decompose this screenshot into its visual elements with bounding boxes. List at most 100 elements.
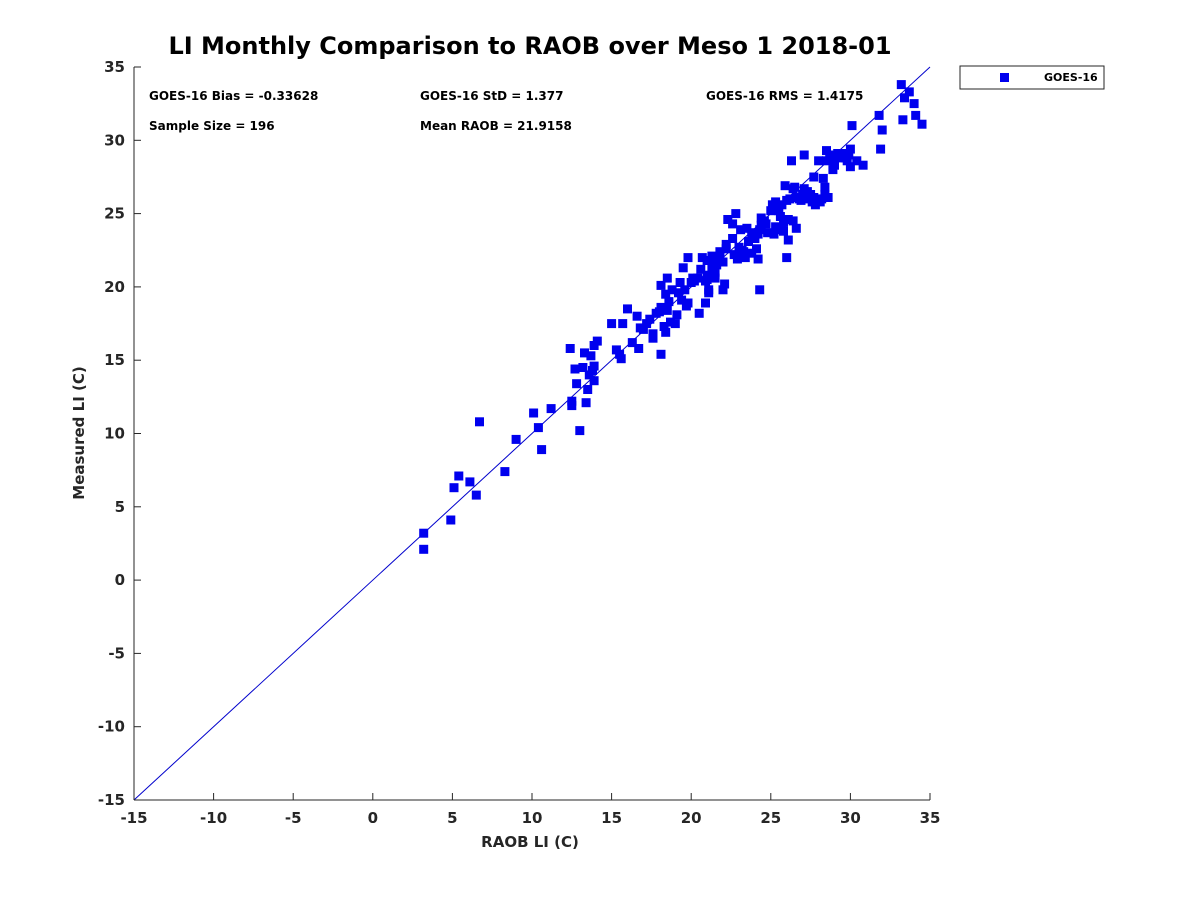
data-point (785, 194, 795, 204)
data-point (645, 314, 655, 324)
data-point (747, 248, 757, 258)
data-point (779, 226, 788, 236)
data-point (589, 376, 599, 386)
data-point (904, 87, 914, 97)
data-point (683, 298, 693, 308)
data-point (874, 110, 884, 120)
data-point (454, 471, 464, 481)
data-point (694, 308, 704, 318)
data-point (662, 305, 672, 315)
data-point (845, 144, 855, 154)
data-point (723, 215, 733, 224)
data-point (471, 490, 481, 500)
data-point (814, 156, 824, 166)
data-point (572, 379, 582, 389)
data-point (678, 263, 688, 273)
y-tick-label: 0 (115, 571, 125, 589)
data-point (667, 285, 677, 295)
data-point (715, 247, 725, 257)
data-point (500, 467, 510, 477)
data-point (696, 264, 706, 274)
data-point (909, 99, 919, 109)
data-point (788, 216, 798, 226)
y-tick-label: -10 (98, 718, 125, 736)
data-point (648, 333, 658, 343)
data-point (753, 254, 763, 264)
y-tick-label: -15 (98, 791, 125, 809)
data-points (419, 80, 927, 554)
x-axis-label: RAOB LI (C) (481, 833, 579, 851)
data-point (818, 173, 828, 183)
data-point (623, 304, 632, 314)
data-point (618, 319, 628, 329)
data-point (529, 408, 539, 418)
data-point (728, 219, 738, 229)
data-point (761, 219, 771, 229)
data-point (704, 288, 714, 298)
data-point (736, 225, 746, 235)
annotation-std: GOES-16 StD = 1.377 (420, 89, 563, 103)
data-point (753, 229, 763, 239)
data-point (847, 121, 857, 131)
data-point (419, 528, 429, 538)
data-point (834, 153, 844, 163)
data-point (739, 247, 749, 257)
data-point (896, 80, 906, 90)
data-point (820, 182, 830, 192)
data-point (791, 223, 801, 233)
y-tick-label: 30 (104, 131, 125, 149)
data-point (656, 280, 666, 290)
x-tick-label: -15 (120, 809, 147, 827)
data-point (634, 344, 644, 353)
x-ticks: -15 -10 -5 0 5 10 15 20 25 30 35 (120, 793, 940, 827)
x-tick-label: 0 (368, 809, 378, 827)
x-tick-label: -5 (285, 809, 302, 827)
data-point (419, 544, 429, 554)
x-tick-label: 10 (522, 809, 543, 827)
data-point (822, 156, 831, 166)
data-point (662, 273, 672, 283)
annotation-mean-raob: Mean RAOB = 21.9158 (420, 119, 572, 133)
data-point (775, 212, 785, 221)
data-point (586, 351, 596, 361)
data-point (546, 404, 556, 414)
data-point (575, 426, 585, 436)
data-point (656, 349, 666, 359)
x-tick-label: 5 (447, 809, 457, 827)
legend: GOES-16 (959, 65, 1105, 90)
data-point (449, 483, 459, 493)
y-tick-label: 35 (104, 58, 125, 76)
data-point (475, 417, 484, 427)
annotation-bias: GOES-16 Bias = -0.33628 (149, 89, 318, 103)
data-point (710, 267, 720, 277)
data-point (670, 319, 680, 329)
data-point (720, 279, 730, 289)
data-point (627, 338, 637, 348)
y-tick-label: -5 (108, 644, 125, 662)
data-point (446, 515, 456, 525)
chart-title: LI Monthly Comparison to RAOB over Meso … (168, 32, 891, 60)
data-point (799, 150, 809, 160)
data-point (712, 260, 722, 270)
data-point (755, 285, 765, 295)
data-point (718, 285, 728, 295)
data-point (782, 253, 792, 263)
legend-label: GOES-16 (1044, 71, 1098, 84)
data-point (783, 235, 793, 245)
data-point (533, 423, 543, 433)
data-point (828, 153, 838, 163)
data-point (752, 244, 761, 254)
data-point (651, 308, 661, 318)
y-tick-label: 15 (104, 351, 125, 369)
legend-box (959, 65, 1105, 90)
data-point (718, 257, 728, 267)
data-point (731, 209, 741, 219)
data-point (796, 195, 806, 205)
data-point (842, 156, 852, 166)
data-point (766, 206, 776, 216)
data-point (744, 237, 753, 246)
data-point (581, 398, 591, 408)
data-point (858, 160, 868, 170)
data-point (635, 323, 645, 333)
data-point (828, 165, 838, 175)
